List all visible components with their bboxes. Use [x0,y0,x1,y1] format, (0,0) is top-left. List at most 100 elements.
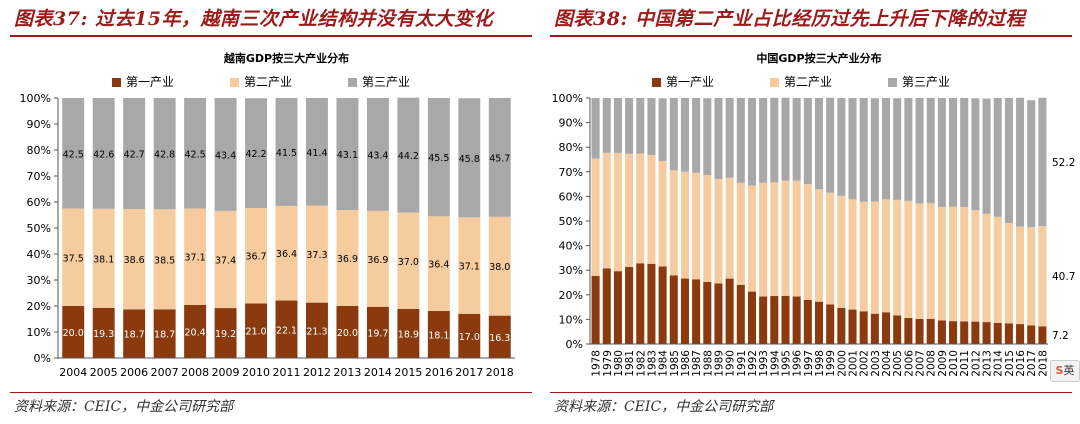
data-label: 19.3 [93,329,114,340]
x-tick-label: 2006 [903,350,915,377]
bar-segment [336,306,359,358]
bar-segment [781,295,790,344]
legend-swatch [888,78,897,87]
x-tick-label: 2012 [303,366,331,379]
bar-segment [669,170,678,276]
bar-segment [736,284,745,344]
bar-segment [960,98,969,207]
bar-segment [1016,97,1025,227]
data-label: 20.0 [63,328,84,339]
bar-segment [882,199,891,313]
bar-segment [926,318,935,344]
bar-segment [893,315,902,344]
legend-label: 第一产业 [666,75,714,89]
bar-segment [736,98,745,183]
x-tick-label: 2000 [836,350,848,377]
data-label: 21.3 [306,326,327,337]
bar-segment [1027,227,1036,326]
bar-segment [613,271,622,344]
bar-segment [714,178,723,284]
source-divider [10,392,532,393]
bar-segment [725,98,734,178]
bar-segment [680,278,689,344]
bar-segment [214,98,237,211]
bar-segment [703,174,712,283]
bar-segment [814,301,824,344]
bar-segment [669,98,678,171]
figure-panel-vietnam: 图表37: 过去15年，越南三次产业结构并没有太大变化 越南GDP按三大产业分布… [10,8,532,415]
data-label: 36.9 [367,255,388,266]
bar-segment [636,153,645,264]
data-label: 37.0 [398,257,419,268]
bar-segment [1038,226,1047,327]
bar-segment [591,275,600,344]
y-tick-label: 90% [559,117,583,130]
bar-segment [305,205,328,303]
title-divider [550,35,1072,37]
bar-segment [625,98,634,154]
bar-segment [803,184,812,300]
data-label: 43.4 [215,150,236,161]
bar-segment [366,306,389,358]
bar-segment [1038,326,1047,344]
bar-segment [613,98,622,153]
bar-segment [275,205,298,301]
bar-segment [904,200,913,318]
data-label: 16.3 [489,333,510,344]
bar-segment [336,210,359,306]
bar-segment [153,209,176,310]
bar-segment [747,291,756,344]
bar-segment [837,195,846,308]
ime-toolbar[interactable]: S英 [1050,360,1080,382]
x-tick-label: 2004 [881,350,893,377]
x-tick-label: 2015 [394,366,422,379]
x-tick-label: 1989 [713,350,725,377]
bar-segment [937,98,946,208]
data-label: 41.4 [306,148,327,159]
x-tick-label: 2013 [982,350,994,377]
y-tick-label: 70% [559,166,583,179]
bar-segment [397,212,420,309]
data-label: 19.2 [215,329,236,340]
chart-title: 中国GDP按三大产业分布 [756,51,881,65]
bar-segment [153,309,176,358]
x-tick-label: 2011 [959,350,971,377]
bar-segment [759,182,768,297]
bar-segment [725,278,734,344]
bar-segment [893,98,902,200]
bar-segment [725,177,734,279]
end-label: 52.2 [1052,157,1075,169]
bar-segment [837,307,846,344]
data-label: 43.1 [337,150,358,161]
x-tick-label: 2009 [937,350,949,377]
bar-segment [153,98,176,210]
bar-segment [591,158,600,276]
bar-segment [92,98,115,209]
bar-segment [669,275,678,344]
bar-segment [692,172,701,280]
title-divider [10,35,532,37]
bar-segment [949,206,958,322]
bar-segment [658,160,667,267]
bar-segment [814,189,824,302]
bar-segment [458,98,481,218]
bar-segment [714,98,723,179]
bar-segment [971,98,980,211]
x-tick-label: 2014 [364,366,392,379]
data-label: 37.3 [306,250,327,261]
bar-segment [937,207,946,321]
bar-segment [427,98,450,217]
bar-segment [305,302,328,358]
bar-segment [123,209,146,310]
x-tick-label: 2012 [970,350,982,377]
bar-segment [1027,325,1036,344]
bar-segment [275,98,298,206]
bar-segment [870,313,879,344]
bar-segment [960,321,969,344]
bar-segment [427,216,450,311]
data-label: 36.9 [337,254,358,265]
bar-segment [427,310,450,358]
bar-segment [1004,98,1013,223]
